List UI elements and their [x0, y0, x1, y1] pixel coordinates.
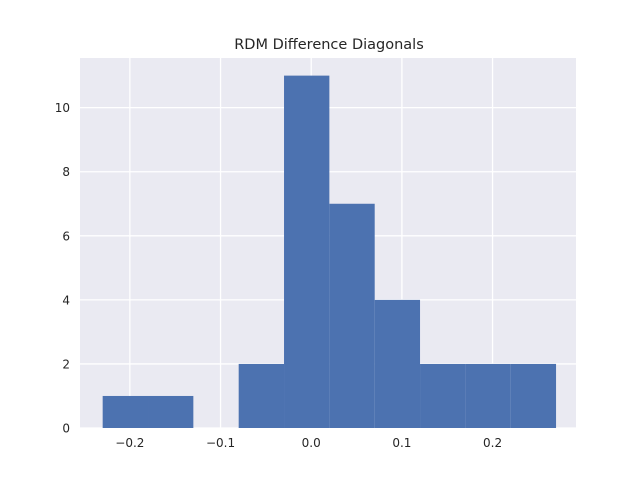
histogram-bar — [510, 363, 557, 428]
bars — [102, 75, 557, 428]
y-tick-label: 4 — [62, 293, 70, 307]
x-axis-ticks: −0.2 −0.1 0.0 0.1 0.2 — [115, 436, 502, 450]
y-axis-ticks: 0 2 4 6 8 10 — [55, 101, 70, 435]
histogram-bar — [465, 363, 511, 428]
y-tick-label: 2 — [62, 357, 70, 371]
x-tick-label: −0.1 — [206, 436, 235, 450]
y-tick-label: 8 — [62, 165, 70, 179]
y-tick-label: 10 — [55, 101, 70, 115]
y-tick-label: 6 — [62, 229, 70, 243]
histogram-bar — [148, 395, 194, 428]
histogram-bar — [374, 299, 421, 428]
histogram-bar — [329, 203, 375, 428]
x-tick-label: 0.2 — [483, 436, 502, 450]
x-tick-label: −0.2 — [115, 436, 144, 450]
chart-title: RDM Difference Diagonals — [234, 37, 424, 53]
histogram-bar — [284, 75, 330, 428]
histogram-bar — [238, 363, 285, 428]
x-tick-label: 0.0 — [302, 436, 321, 450]
histogram-bar — [420, 363, 466, 428]
histogram-bar — [102, 395, 149, 428]
x-tick-label: 0.1 — [392, 436, 411, 450]
y-tick-label: 0 — [62, 422, 70, 436]
